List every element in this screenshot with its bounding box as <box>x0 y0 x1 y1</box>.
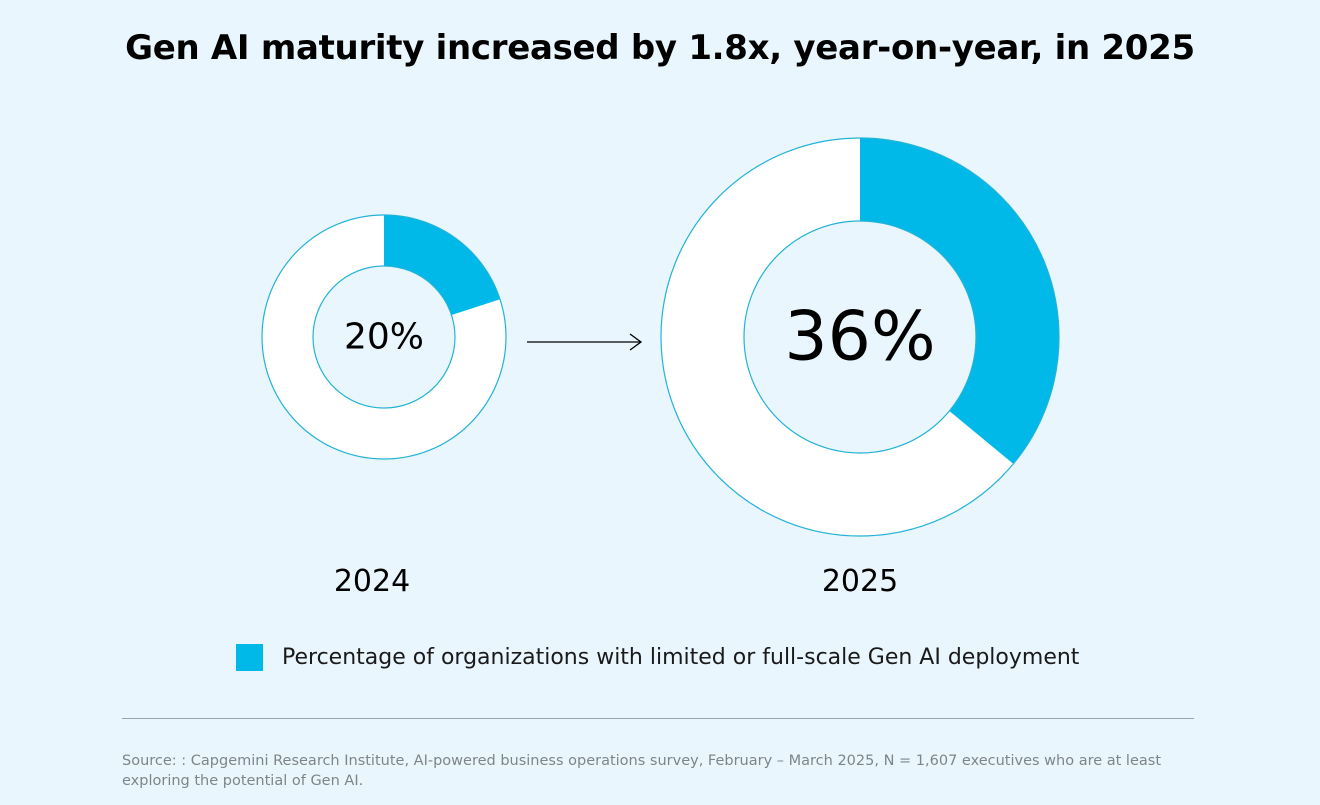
donut-2025-inner-outline <box>743 220 977 454</box>
donut-2025-remainder-segment <box>661 138 1014 536</box>
donut-2025-year-label: 2025 <box>822 564 898 599</box>
donut-2025-outer-outline <box>660 137 1060 537</box>
legend-label: Percentage of organizations with limited… <box>282 644 1080 670</box>
donut-2025-value-segment <box>860 138 1059 464</box>
chart-title: Gen AI maturity increased by 1.8x, year-… <box>125 28 1195 68</box>
donut-2024-outer-outline <box>261 214 507 460</box>
donut-2024-remainder-segment <box>262 215 506 459</box>
legend-swatch <box>236 643 263 671</box>
donut-2025: 36% 2025 <box>660 137 1060 599</box>
source-note: Source: : Capgemini Research Institute, … <box>122 753 1162 789</box>
donut-2024-value-label: 20% <box>344 317 424 358</box>
donut-2024: 20% 2024 <box>261 214 507 599</box>
growth-arrow <box>527 333 643 351</box>
donut-2024-value-segment <box>384 215 501 316</box>
legend: Percentage of organizations with limited… <box>236 642 1079 672</box>
donut-2025-value-label: 36% <box>784 298 935 377</box>
donut-2024-inner-outline <box>312 265 456 409</box>
donut-2024-year-label: 2024 <box>334 564 410 599</box>
divider <box>122 718 1194 719</box>
